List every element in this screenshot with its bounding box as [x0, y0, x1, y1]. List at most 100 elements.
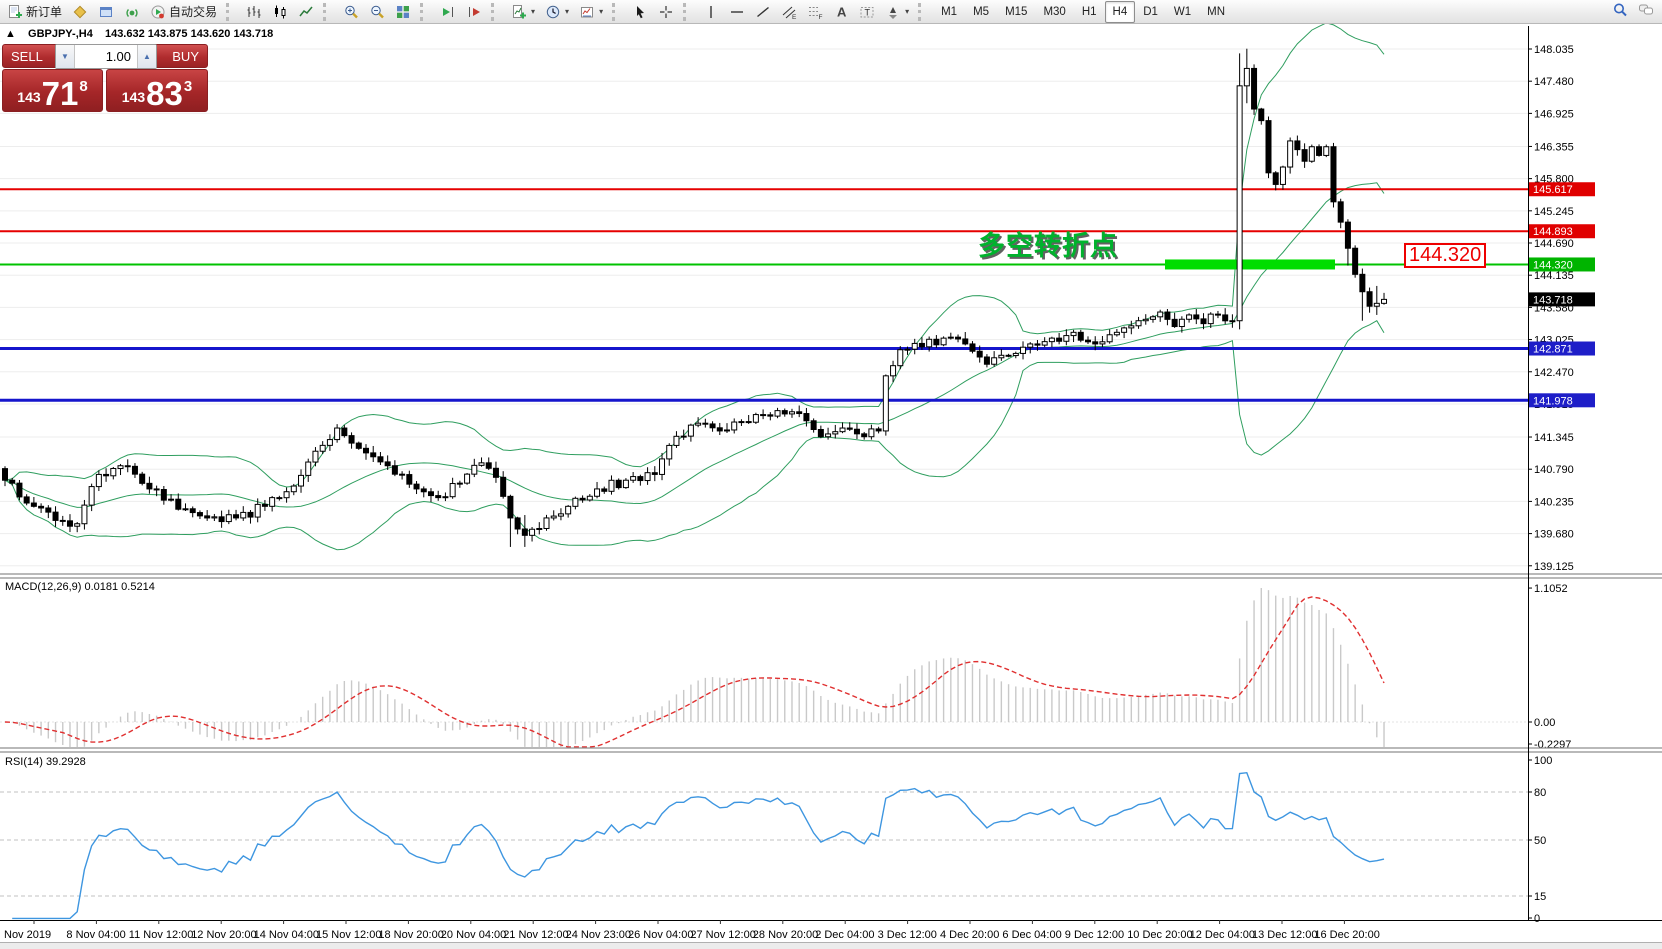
macd-signal-line — [4, 596, 1385, 748]
timeframe-w1[interactable]: W1 — [1166, 1, 1199, 23]
auto-scroll-button[interactable] — [435, 1, 461, 23]
line-chart-button[interactable] — [293, 1, 319, 23]
toolbar-separator — [491, 2, 501, 21]
bar-chart-button[interactable] — [241, 1, 267, 23]
new-order-button[interactable]: 新订单 — [2, 1, 67, 23]
svg-text:12 Dec 04:00: 12 Dec 04:00 — [1190, 929, 1255, 941]
volume-decrease-button[interactable]: ▼ — [56, 45, 75, 68]
svg-text:144.690: 144.690 — [1534, 238, 1574, 250]
horizontal-level-lines — [0, 188, 1528, 402]
rsi-axis-label: 100 — [1534, 755, 1552, 767]
dropdown-caret-icon[interactable]: ▾ — [531, 7, 536, 16]
rsi-axis-label: 0 — [1534, 913, 1540, 925]
svg-text:141.978: 141.978 — [1533, 395, 1573, 407]
indicators-button[interactable]: ▾ — [506, 1, 540, 23]
sell-price[interactable]: 143 71 8 — [2, 69, 103, 112]
text-a-icon: A — [833, 4, 849, 20]
text-button[interactable]: A — [828, 1, 854, 23]
timeframe-m15[interactable]: M15 — [997, 1, 1035, 23]
zoom-in-button[interactable] — [338, 1, 364, 23]
zoom-out-button[interactable] — [364, 1, 390, 23]
svg-text:141.345: 141.345 — [1534, 432, 1574, 444]
timeframe-m5-label: M5 — [973, 5, 990, 18]
bars-chart-icon — [246, 4, 262, 20]
level-highlight-bar[interactable] — [1165, 259, 1335, 270]
svg-text:27 Nov 12:00: 27 Nov 12:00 — [690, 929, 755, 941]
svg-text:142.470: 142.470 — [1534, 367, 1574, 379]
horizontal-line-button[interactable] — [724, 1, 750, 23]
svg-text:146.355: 146.355 — [1534, 141, 1574, 153]
cursor-button[interactable] — [627, 1, 653, 23]
periods-button[interactable]: ▾ — [540, 1, 574, 23]
timeframe-w1-label: W1 — [1173, 5, 1192, 18]
label-button[interactable]: T — [854, 1, 880, 23]
svg-text:20 Nov 04:00: 20 Nov 04:00 — [441, 929, 506, 941]
timeframe-m1[interactable]: M1 — [933, 1, 965, 23]
channel-button[interactable]: E — [776, 1, 802, 23]
chart-shift-button[interactable] — [461, 1, 487, 23]
svg-text:15 Nov 12:00: 15 Nov 12:00 — [316, 929, 381, 941]
vline-icon — [703, 4, 719, 20]
svg-text:3 Dec 12:00: 3 Dec 12:00 — [878, 929, 937, 941]
timeframe-h4[interactable]: H4 — [1104, 0, 1136, 23]
profiles-button[interactable] — [93, 1, 119, 23]
trendline-button[interactable] — [750, 1, 776, 23]
price-badge-145.617: 145.617 — [1529, 182, 1595, 197]
timeframe-m30-label: M30 — [1043, 5, 1066, 18]
timeframe-h1[interactable]: H1 — [1074, 1, 1105, 23]
svg-text:28 Nov 20:00: 28 Nov 20:00 — [753, 929, 818, 941]
svg-text:9 Dec 12:00: 9 Dec 12:00 — [1065, 929, 1124, 941]
arrows-button[interactable]: ▾ — [880, 1, 914, 23]
chart-text-annotation[interactable]: 多空转折点 — [978, 231, 1118, 261]
timeframe-d1-label: D1 — [1143, 5, 1158, 18]
price-badge-142.871: 142.871 — [1529, 341, 1595, 356]
collapse-arrow-icon[interactable]: ▲ — [5, 28, 16, 40]
vertical-line-button[interactable] — [698, 1, 724, 23]
symbol-info-line: ▲ GBPJPY-,H4 143.632 143.875 143.620 143… — [5, 28, 273, 40]
macd-axis-label: 0.00 — [1534, 717, 1555, 729]
doc-plus-icon — [7, 4, 23, 20]
line-chart-icon — [298, 4, 314, 20]
hline-icon — [729, 4, 745, 20]
buy-price-small: 143 — [121, 89, 146, 105]
chat-button[interactable] — [1638, 2, 1654, 21]
svg-text:2 Dec 04:00: 2 Dec 04:00 — [815, 929, 874, 941]
svg-text:140.790: 140.790 — [1534, 464, 1574, 476]
buy-price[interactable]: 143 83 3 — [106, 69, 208, 112]
svg-text:144.320: 144.320 — [1533, 259, 1573, 271]
fibonacci-button[interactable]: F — [802, 1, 828, 23]
timeframe-m30[interactable]: M30 — [1035, 1, 1073, 23]
crosshair-button[interactable] — [653, 1, 679, 23]
price-gridlines — [0, 48, 1528, 567]
tile-windows-button[interactable] — [390, 1, 416, 23]
main-toolbar: 新订单 自动交易 ▾ ▾ ▾ E F A T ▾ M1 M5 M15 M30 H1 H4 D1 W1 MN — [0, 0, 1662, 24]
timeframe-mn[interactable]: MN — [1199, 1, 1233, 23]
fibo-icon: F — [807, 4, 823, 20]
rsi-line — [12, 771, 1385, 920]
candlesticks — [2, 48, 1388, 547]
templates-button[interactable]: ▾ — [574, 1, 608, 23]
timeframe-m5[interactable]: M5 — [965, 1, 997, 23]
timeframe-m1-label: M1 — [941, 5, 958, 18]
dropdown-caret-icon[interactable]: ▾ — [599, 7, 604, 16]
svg-text:14 Nov 04:00: 14 Nov 04:00 — [254, 929, 319, 941]
timeframe-d1[interactable]: D1 — [1135, 1, 1166, 23]
search-button[interactable] — [1612, 2, 1628, 21]
dropdown-caret-icon[interactable]: ▾ — [905, 7, 910, 16]
rsi-axis-label: 80 — [1534, 787, 1546, 799]
svg-text:144.893: 144.893 — [1533, 226, 1573, 238]
toolbar-separator — [683, 2, 693, 21]
rsi-panel: 100 80 50 15 0 — [0, 755, 1552, 925]
charts-folder-button[interactable] — [67, 1, 93, 23]
candlestick-chart-button[interactable] — [267, 1, 293, 23]
price-level-flag[interactable]: 144.320 — [1404, 243, 1487, 268]
auto-trading-button[interactable]: 自动交易 — [145, 1, 222, 23]
rsi-axis-label: 15 — [1534, 891, 1546, 903]
signals-button[interactable] — [119, 1, 145, 23]
indicators-icon — [511, 4, 527, 20]
volume-input[interactable]: 1.00 — [105, 49, 131, 64]
rsi-indicator-label: RSI(14) 39.2928 — [5, 756, 86, 768]
volume-increase-button[interactable]: ▲ — [137, 45, 156, 68]
dropdown-caret-icon[interactable]: ▾ — [565, 7, 570, 16]
